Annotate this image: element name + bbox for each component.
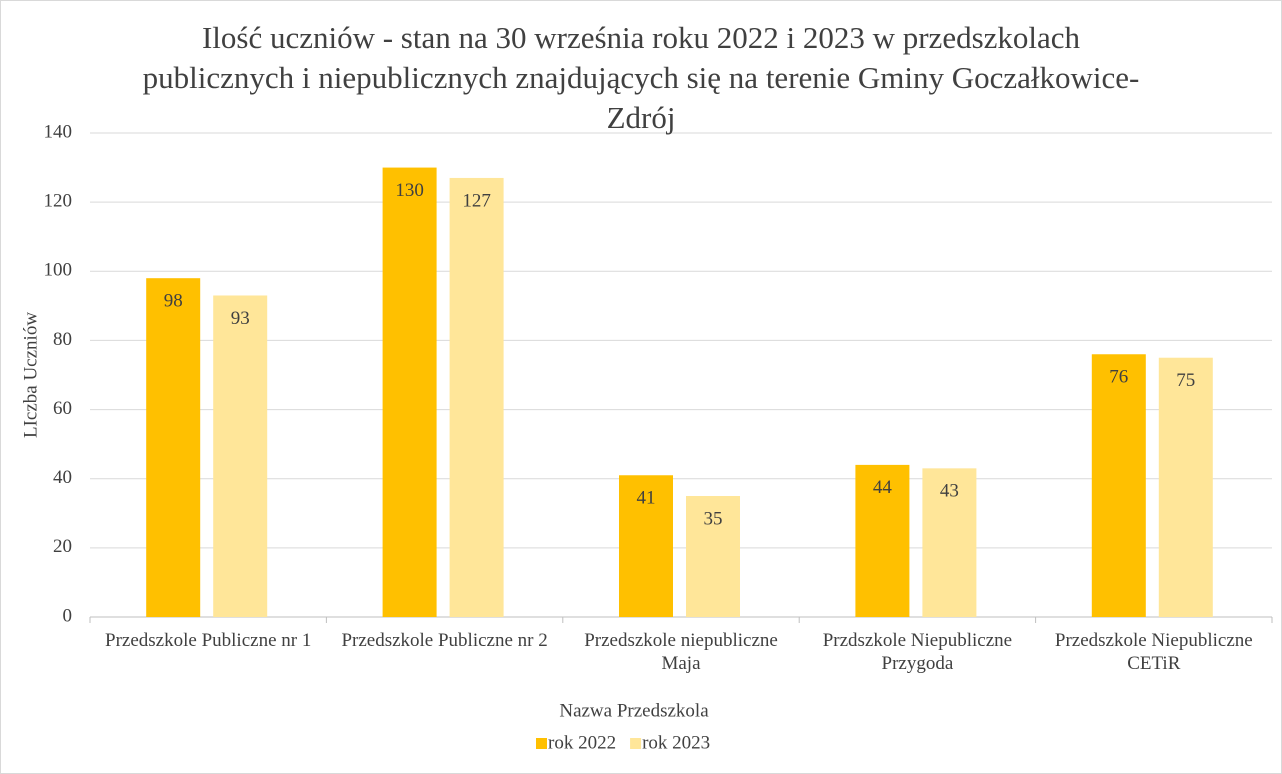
bar — [213, 295, 268, 617]
data-label: 43 — [940, 481, 959, 502]
legend-label: rok 2022 — [548, 732, 616, 753]
y-tick-label: 140 — [44, 121, 73, 142]
y-tick-label: 20 — [53, 536, 72, 557]
bar — [449, 177, 504, 617]
legend-swatch — [536, 738, 547, 749]
x-tick-label: Przedszkole niepubliczne Maja — [584, 630, 778, 674]
y-tick-label: 0 — [63, 605, 73, 626]
bar — [619, 475, 673, 617]
data-label: 35 — [704, 508, 723, 529]
data-label: 76 — [1109, 367, 1128, 388]
y-tick-label: 80 — [53, 329, 72, 350]
y-tick-label: 40 — [53, 467, 72, 488]
bar — [1158, 357, 1213, 617]
legend-swatch — [630, 738, 642, 749]
bar — [1091, 354, 1146, 617]
y-axis-title: LIczba Uczniów — [20, 312, 41, 438]
y-tick-label: 100 — [44, 260, 73, 281]
data-label: 41 — [637, 488, 656, 509]
x-tick-label: Przdszkole Niepubliczne Przygoda — [822, 630, 1013, 674]
chart-title: Ilość uczniów - stan na 30 września roku… — [142, 20, 1140, 135]
bar — [855, 464, 910, 617]
bar — [146, 278, 201, 617]
data-label: 98 — [164, 291, 183, 312]
data-label: 75 — [1176, 370, 1195, 391]
x-axis-title: Nazwa Przedszkola — [559, 700, 709, 721]
x-tick-label: Przedszkole Niepubliczne CETiR — [1054, 630, 1253, 674]
x-tick-label: Przedszkole Publiczne nr 1 — [105, 630, 312, 651]
data-label: 93 — [231, 308, 250, 329]
data-label: 44 — [873, 477, 893, 498]
y-tick-label: 120 — [44, 191, 73, 212]
bar — [922, 468, 977, 617]
data-label: 127 — [462, 190, 491, 211]
bar — [686, 496, 740, 617]
y-tick-label: 60 — [53, 398, 72, 419]
bar — [382, 167, 437, 618]
legend-label: rok 2023 — [642, 732, 710, 753]
x-tick-label: Przedszkole Publiczne nr 2 — [341, 630, 548, 651]
data-label: 130 — [395, 180, 424, 201]
